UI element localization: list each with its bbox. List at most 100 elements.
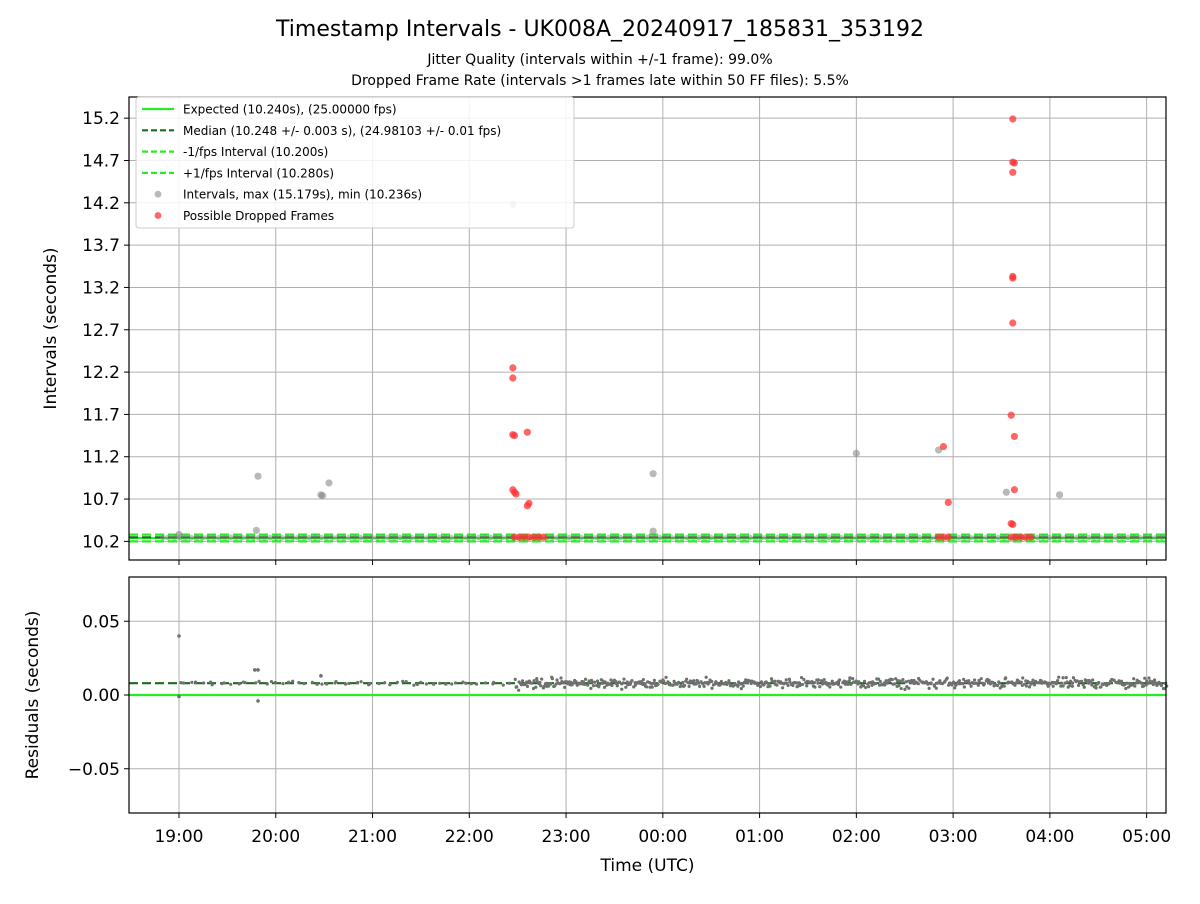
residual-point — [603, 680, 607, 684]
residual-point — [884, 679, 888, 683]
residual-point — [704, 675, 708, 679]
interval-point — [159, 534, 166, 541]
interval-point — [329, 534, 336, 541]
residual-point — [334, 679, 338, 684]
residual-point — [614, 681, 618, 685]
residual-point — [1019, 680, 1023, 684]
residual-point — [534, 685, 538, 689]
residual-point — [254, 681, 258, 685]
interval-point — [921, 534, 928, 541]
interval-point — [645, 534, 652, 541]
residual-point — [816, 681, 820, 685]
interval-point — [978, 534, 985, 541]
interval-point — [1051, 534, 1058, 541]
residual-point — [1064, 675, 1068, 680]
interval-point — [216, 534, 223, 541]
dropped-frame-point — [1009, 319, 1017, 327]
dropped-frame-point — [1010, 432, 1019, 441]
residual-point — [520, 679, 525, 683]
residual-point — [461, 680, 465, 684]
interval-point — [1040, 534, 1047, 541]
residual-point — [764, 680, 768, 684]
residual-point — [953, 686, 957, 690]
residual-point — [412, 683, 416, 687]
interval-point — [267, 534, 274, 541]
residual-point — [775, 683, 779, 687]
x-tick-label: 01:00 — [735, 827, 784, 847]
residual-point — [325, 682, 329, 686]
residual-point — [559, 676, 563, 680]
residual-point — [586, 683, 590, 687]
interval-point — [1055, 491, 1064, 499]
top-panel-x-tick-marks — [178, 560, 1148, 565]
residual-point — [864, 685, 868, 690]
residual-point — [916, 682, 920, 686]
residual-point — [969, 684, 973, 688]
residual-point — [630, 678, 634, 683]
residual-point — [878, 679, 882, 684]
interval-point — [391, 534, 398, 541]
top-panel-reference-lines — [129, 533, 1166, 543]
interval-point — [1002, 488, 1010, 496]
interval-point — [323, 534, 330, 541]
interval-point — [910, 534, 917, 541]
interval-point — [272, 534, 279, 541]
residual-point — [926, 682, 930, 686]
residual-point — [222, 681, 226, 685]
residual-point — [1068, 684, 1072, 688]
residual-point — [677, 680, 681, 684]
residual-point — [991, 680, 995, 685]
residual-point — [782, 681, 787, 685]
residual-point — [698, 684, 702, 689]
residual-point — [548, 682, 553, 686]
residual-point — [532, 679, 536, 683]
interval-point — [447, 534, 454, 541]
residual-point — [679, 684, 683, 688]
residual-point — [545, 681, 550, 685]
residual-point — [968, 681, 972, 686]
interval-point — [718, 534, 725, 541]
residual-point — [794, 681, 799, 685]
interval-point — [171, 534, 178, 541]
dropped-frame-point — [523, 502, 531, 510]
residual-point — [779, 681, 783, 685]
interval-point — [1113, 534, 1120, 541]
residual-point — [873, 682, 878, 686]
chart-subtitle-jitter: Jitter Quality (intervals within +/-1 fr… — [426, 52, 772, 68]
interval-point — [300, 534, 307, 541]
interval-point — [1000, 534, 1007, 541]
interval-point — [690, 534, 697, 541]
interval-point — [803, 534, 810, 541]
interval-point — [318, 492, 327, 500]
interval-point — [244, 534, 251, 541]
interval-point — [278, 534, 285, 541]
residual-point — [788, 680, 792, 684]
residual-point — [867, 685, 871, 689]
interval-point — [763, 534, 770, 541]
interval-point — [504, 534, 511, 541]
residual-point — [1032, 683, 1037, 687]
interval-point — [571, 534, 578, 541]
residual-point — [444, 682, 448, 686]
interval-point — [1063, 534, 1070, 541]
interval-point — [729, 534, 736, 541]
residual-point — [998, 681, 1002, 685]
residual-point — [1059, 681, 1064, 685]
residual-point — [515, 685, 519, 689]
interval-point — [780, 534, 787, 541]
residual-point — [848, 676, 852, 680]
residual-point — [589, 686, 593, 690]
residual-point — [707, 680, 711, 685]
residual-point — [1065, 680, 1069, 684]
residual-point — [1143, 676, 1147, 680]
residual-point — [570, 683, 574, 687]
interval-point — [899, 534, 906, 541]
residual-point — [602, 685, 607, 689]
residual-point — [401, 679, 405, 683]
residual-point — [177, 634, 181, 638]
interval-point — [814, 534, 821, 541]
residual-point — [297, 681, 301, 685]
interval-point — [1085, 534, 1092, 541]
residual-point — [1124, 686, 1128, 691]
residual-point — [945, 676, 949, 680]
